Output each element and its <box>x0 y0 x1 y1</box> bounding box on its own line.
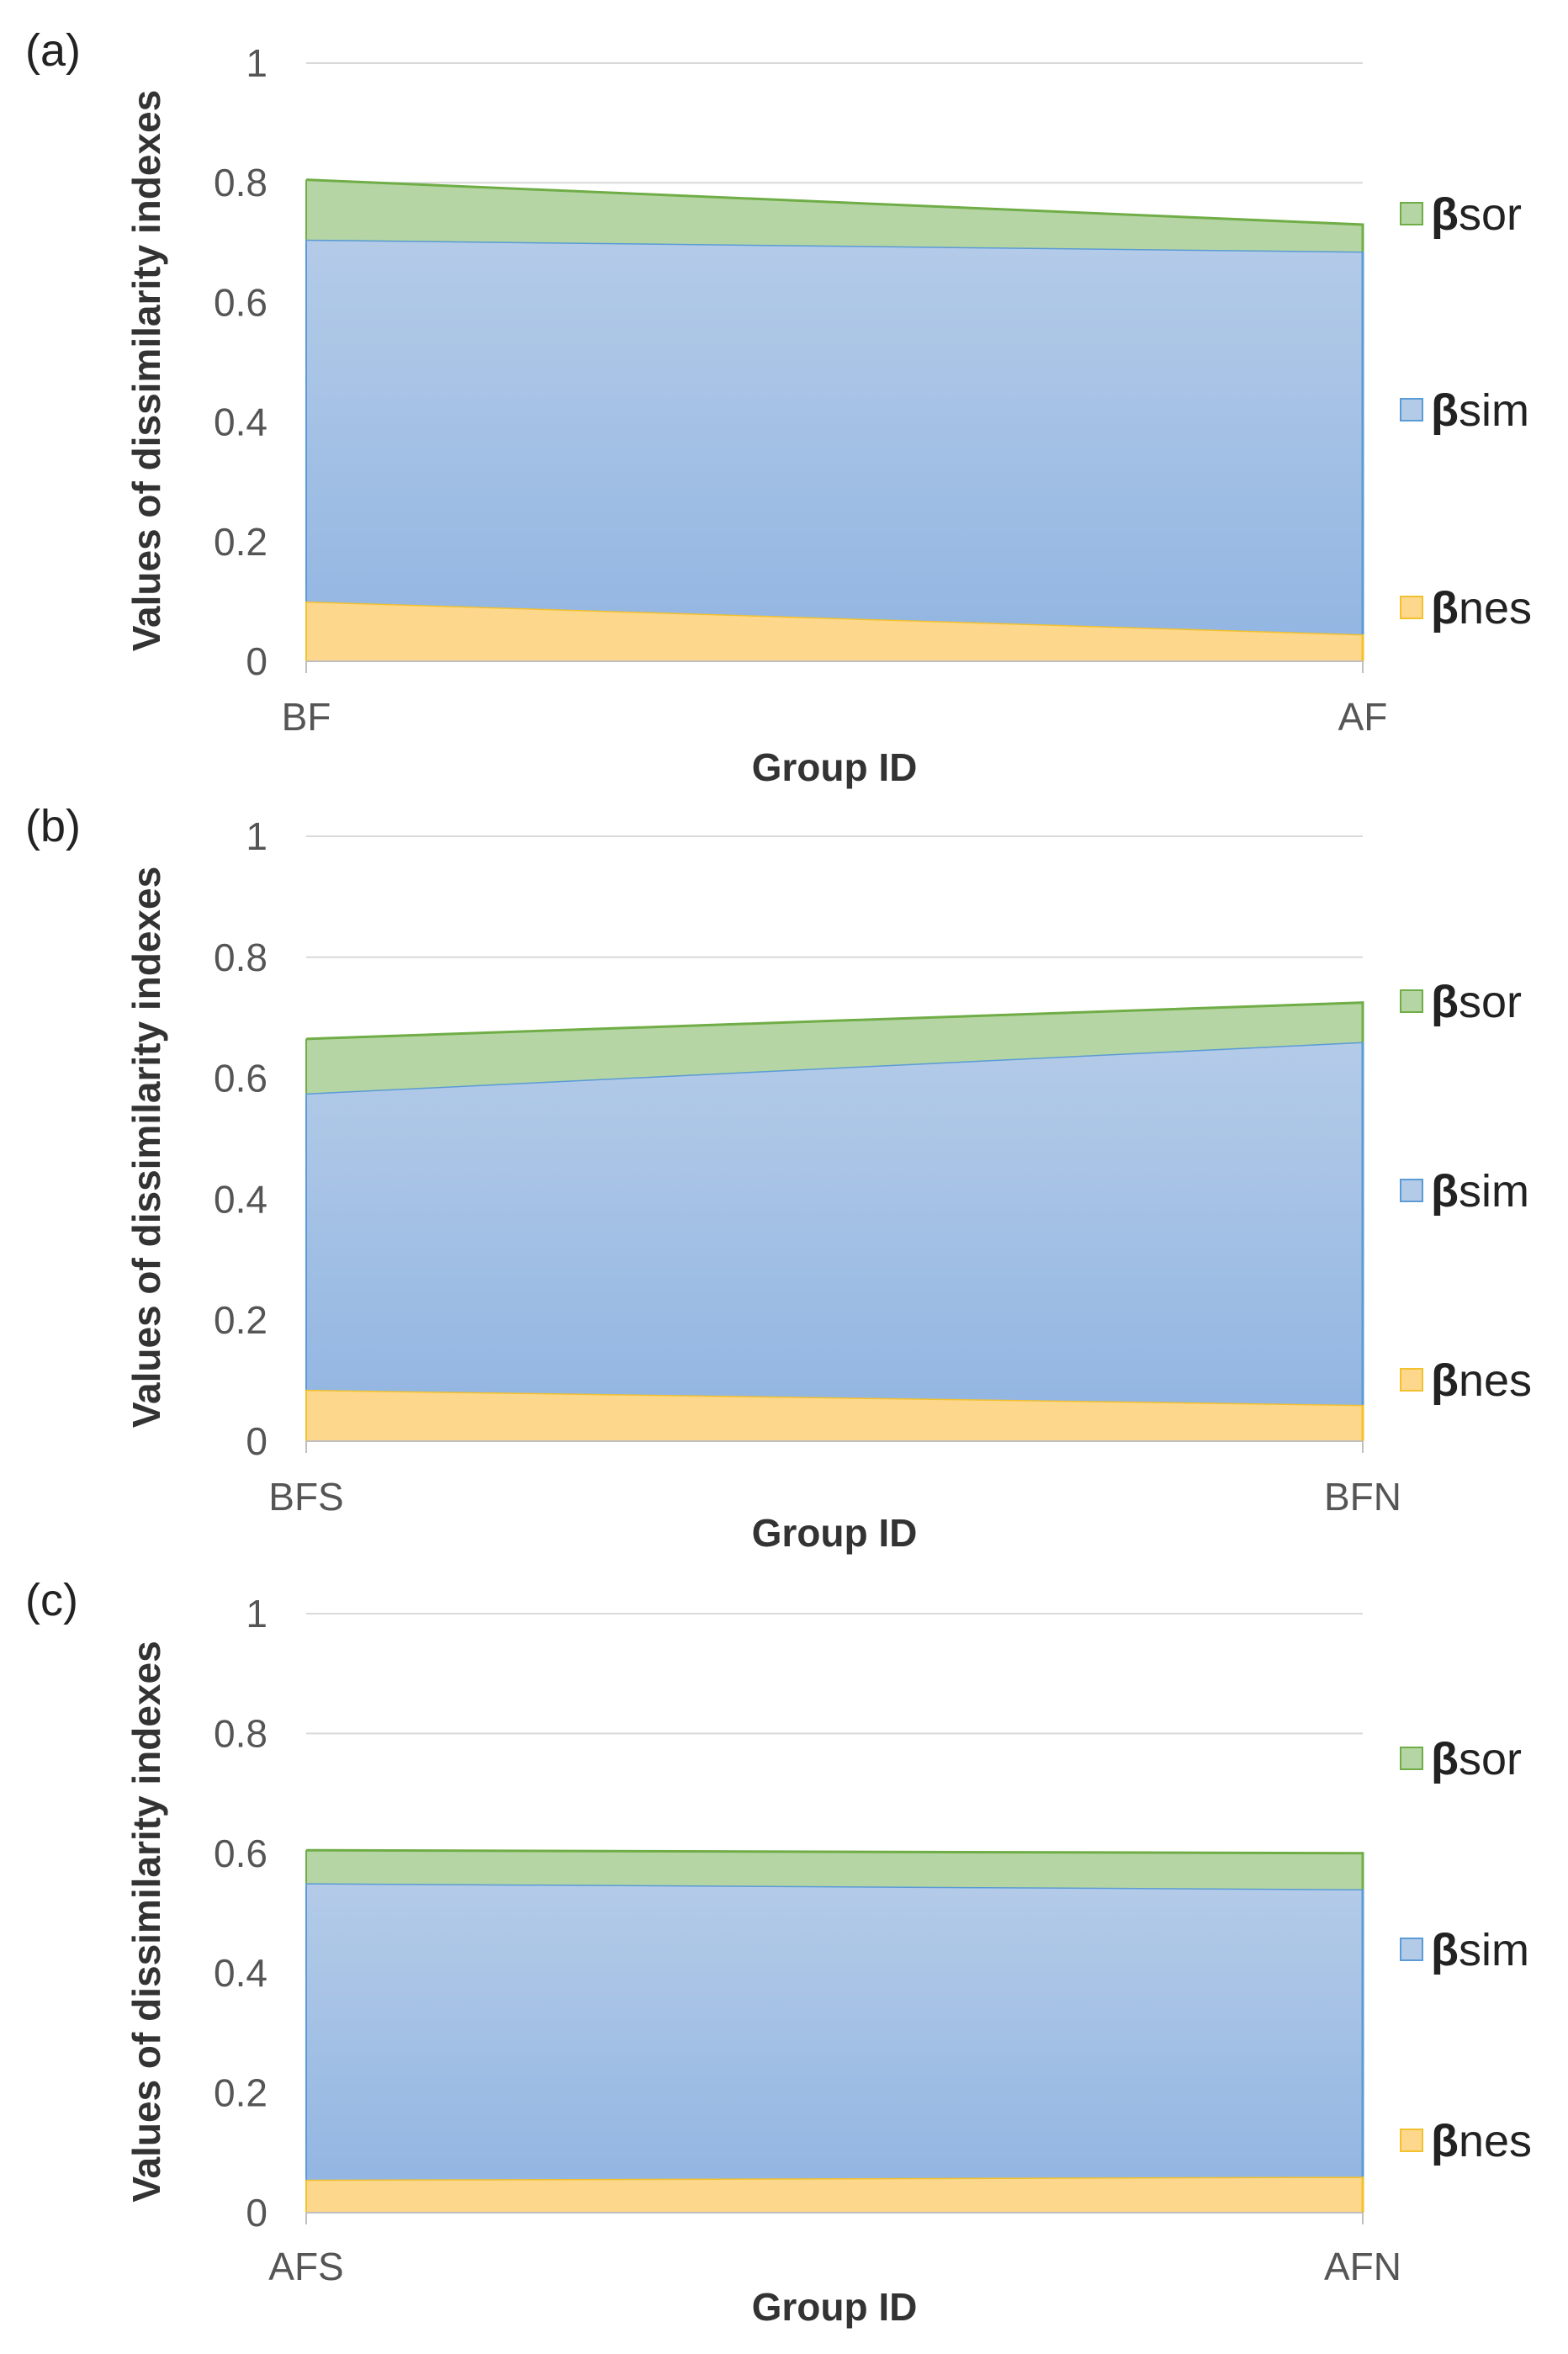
legend-item-bnes: βnes <box>1400 1355 1532 1406</box>
legend-item-bsor: βsor <box>1400 977 1522 1027</box>
y-tick-label: 1 <box>246 1592 268 1636</box>
y-tick-label: 0.8 <box>214 161 268 204</box>
legend-item-bsim: βsim <box>1400 385 1529 436</box>
legend-swatch-bnes <box>1400 1368 1423 1392</box>
y-tick-label: 0 <box>246 639 268 683</box>
panel-label: (a) <box>25 25 81 76</box>
y-tick-label: 0.8 <box>214 1711 268 1755</box>
legend-item-bsim: βsim <box>1400 1166 1529 1217</box>
legend-label-bnes: βnes <box>1431 1355 1532 1406</box>
legend-swatch-bsim <box>1400 1938 1423 1961</box>
legend-swatch-bnes <box>1400 596 1423 619</box>
legend-item-bsor: βsor <box>1400 1734 1522 1784</box>
x-category-label: AF <box>1338 695 1388 739</box>
y-axis-title: Values of dissimilarity indexes <box>124 90 168 651</box>
x-category-label: BFS <box>268 1475 343 1519</box>
panel-label: (b) <box>25 801 81 851</box>
chart-panel-b: 0 0.2 0.4 0.6 0.8 1 BFS BFN Group ID Values of di… <box>25 801 1532 1555</box>
y-tick-label: 1 <box>246 814 268 858</box>
area-outline-bsor <box>305 1848 1364 1890</box>
legend-item-bsim: βsim <box>1400 1925 1529 1975</box>
legend-label-bnes: βnes <box>1431 583 1532 634</box>
y-tick-label: 0.2 <box>214 520 268 564</box>
y-tick-label: 0.8 <box>214 936 268 979</box>
x-category-label: BF <box>282 695 331 739</box>
x-category-label: BFN <box>1324 1475 1401 1519</box>
y-axis-title: Values of dissimilarity indexes <box>124 1641 168 2202</box>
legend-label-bsor: βsor <box>1431 189 1522 240</box>
legend-item-bnes: βnes <box>1400 583 1532 634</box>
area-bnes <box>306 1389 1363 1441</box>
legend-swatch-bnes <box>1400 2129 1423 2152</box>
legend-swatch-bsor <box>1400 989 1423 1013</box>
x-axis-title: Group ID <box>752 1511 918 1555</box>
y-tick-label: 0 <box>246 2191 268 2235</box>
panel-label: (c) <box>25 1575 78 1625</box>
area-bsim <box>306 239 1363 635</box>
y-tick-label: 0.4 <box>214 1951 268 1995</box>
legend-label-bnes: βnes <box>1431 2116 1532 2166</box>
chart-panel-c: 0 0.2 0.4 0.6 0.8 1 AFS AFN Group ID Values of di… <box>25 1575 1532 2329</box>
legend-swatch-bsim <box>1400 1179 1423 1202</box>
x-axis-title: Group ID <box>752 2285 918 2329</box>
y-tick-label: 0.6 <box>214 1832 268 1875</box>
area-bsor <box>306 1002 1363 1094</box>
area-bsim <box>306 1883 1363 2180</box>
y-tick-label: 0.2 <box>214 1298 268 1342</box>
area-bsor <box>306 179 1363 252</box>
legend-label-bsim: βsim <box>1431 1166 1529 1217</box>
legend-item-bnes: βnes <box>1400 2116 1532 2166</box>
x-axis-title: Group ID <box>752 745 918 789</box>
y-tick-label: 0.4 <box>214 400 268 444</box>
chart-panel-a: 0 0.2 0.4 0.6 0.8 1 BF AF Group ID Values of diss… <box>25 25 1532 789</box>
legend-swatch-bsor <box>1400 202 1423 225</box>
y-axis-title: Values of dissimilarity indexes <box>124 867 168 1428</box>
x-category-label: AFS <box>268 2245 343 2288</box>
legend-label-bsor: βsor <box>1431 977 1522 1027</box>
area-bsor <box>306 1850 1363 1890</box>
legend-label-bsim: βsim <box>1431 1925 1529 1975</box>
legend-label-bsim: βsim <box>1431 385 1529 436</box>
y-tick-label: 0.4 <box>214 1177 268 1221</box>
area-bnes <box>306 2176 1363 2213</box>
y-tick-label: 0.2 <box>214 2071 268 2115</box>
y-tick-label: 0 <box>246 1419 268 1463</box>
area-bsim <box>306 1042 1363 1405</box>
area-outline-bsor <box>305 1001 1364 1042</box>
area-bnes <box>306 601 1363 661</box>
legend-label-bsor: βsor <box>1431 1734 1522 1784</box>
y-tick-label: 0.6 <box>214 1057 268 1100</box>
legend-swatch-bsor <box>1400 1747 1423 1770</box>
y-tick-label: 0.6 <box>214 280 268 324</box>
legend-item-bsor: βsor <box>1400 189 1522 240</box>
area-outline-bsor <box>305 178 1364 252</box>
y-tick-label: 1 <box>246 41 268 85</box>
x-category-label: AFN <box>1324 2245 1401 2288</box>
legend-swatch-bsim <box>1400 398 1423 421</box>
